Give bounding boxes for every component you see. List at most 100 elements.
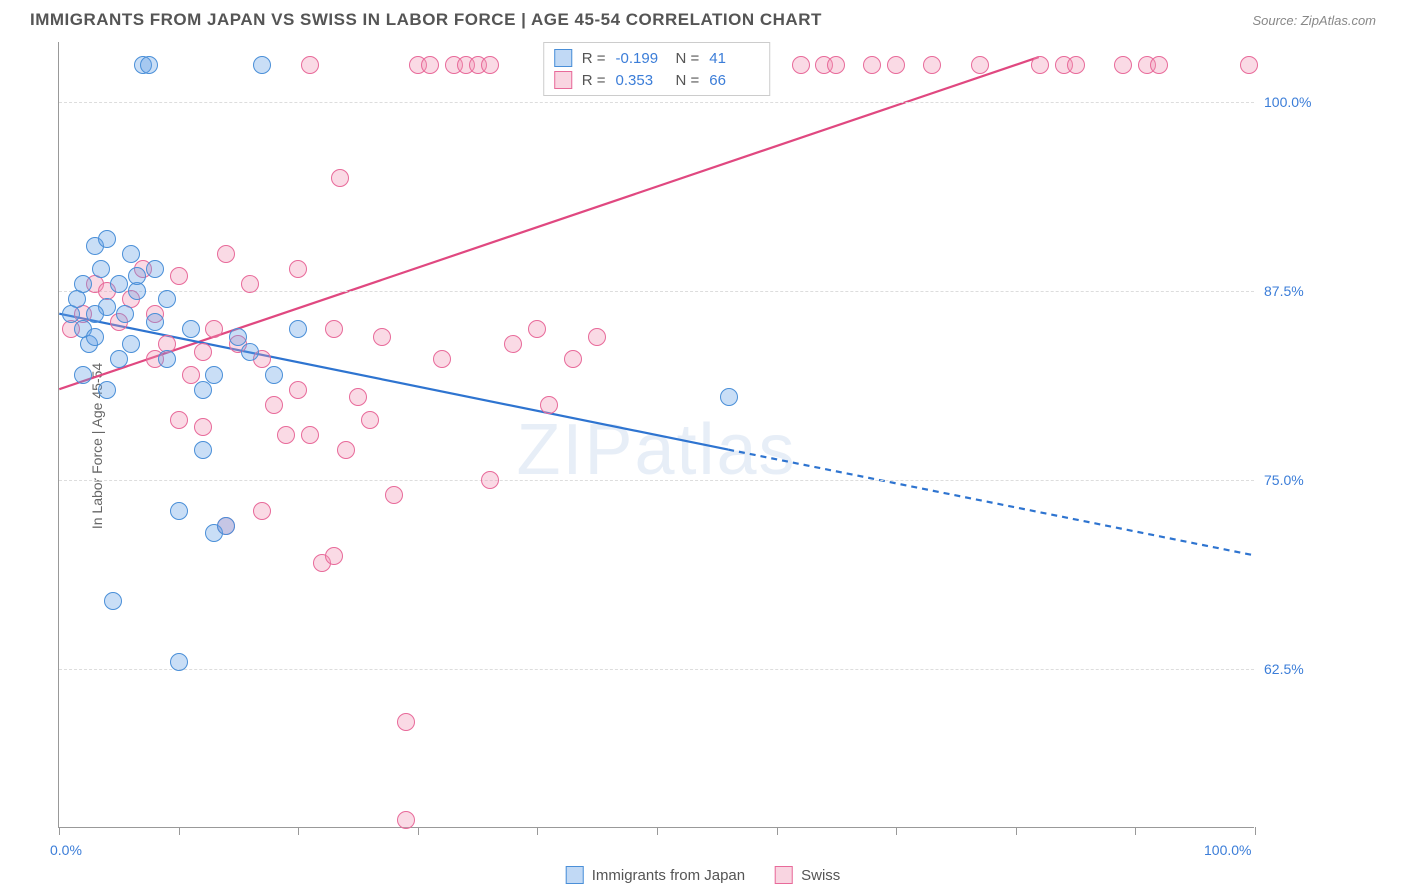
scatter-point: [104, 592, 122, 610]
x-tick: [1255, 827, 1256, 835]
y-tick-label: 87.5%: [1264, 283, 1334, 299]
scatter-point: [1240, 56, 1258, 74]
x-tick: [418, 827, 419, 835]
scatter-point: [86, 305, 104, 323]
n-label: N =: [676, 50, 700, 67]
legend-label-pink: Swiss: [801, 867, 840, 884]
scatter-point: [122, 335, 140, 353]
scatter-point: [720, 388, 738, 406]
stats-row-blue: R = -0.199 N = 41: [554, 47, 760, 69]
scatter-point: [265, 366, 283, 384]
scatter-point: [421, 56, 439, 74]
scatter-point: [205, 366, 223, 384]
legend-item-pink: Swiss: [775, 866, 840, 884]
scatter-point: [397, 713, 415, 731]
scatter-point: [194, 343, 212, 361]
x-tick-label: 0.0%: [50, 842, 82, 858]
scatter-point: [170, 411, 188, 429]
scatter-point: [827, 56, 845, 74]
swatch-pink-icon: [775, 866, 793, 884]
scatter-point: [241, 275, 259, 293]
scatter-point: [217, 245, 235, 263]
swatch-blue-icon: [554, 49, 572, 67]
scatter-point: [253, 56, 271, 74]
scatter-point: [481, 56, 499, 74]
swatch-pink-icon: [554, 71, 572, 89]
scatter-point: [1067, 56, 1085, 74]
scatter-point: [158, 350, 176, 368]
x-tick: [1135, 827, 1136, 835]
scatter-point: [110, 350, 128, 368]
legend-item-blue: Immigrants from Japan: [566, 866, 745, 884]
n-label: N =: [676, 72, 700, 89]
scatter-point: [92, 260, 110, 278]
r-value-blue: -0.199: [616, 50, 666, 67]
scatter-point: [971, 56, 989, 74]
scatter-point: [265, 396, 283, 414]
scatter-point: [540, 396, 558, 414]
scatter-point: [74, 366, 92, 384]
r-label: R =: [582, 72, 606, 89]
scatter-point: [373, 328, 391, 346]
scatter-point: [325, 320, 343, 338]
scatter-point: [86, 328, 104, 346]
scatter-point: [433, 350, 451, 368]
x-tick: [657, 827, 658, 835]
scatter-point: [289, 320, 307, 338]
scatter-point: [1114, 56, 1132, 74]
scatter-point: [182, 366, 200, 384]
grid-line: [59, 480, 1254, 481]
scatter-point: [331, 169, 349, 187]
scatter-point: [170, 653, 188, 671]
scatter-point: [158, 290, 176, 308]
scatter-point: [205, 320, 223, 338]
scatter-point: [229, 328, 247, 346]
scatter-point: [110, 275, 128, 293]
scatter-point: [217, 517, 235, 535]
stats-row-pink: R = 0.353 N = 66: [554, 69, 760, 91]
scatter-point: [1031, 56, 1049, 74]
scatter-point: [337, 441, 355, 459]
scatter-point: [289, 381, 307, 399]
scatter-point: [241, 343, 259, 361]
scatter-point: [194, 418, 212, 436]
chart-container: IMMIGRANTS FROM JAPAN VS SWISS IN LABOR …: [0, 0, 1406, 892]
scatter-point: [325, 547, 343, 565]
r-label: R =: [582, 50, 606, 67]
r-value-pink: 0.353: [616, 72, 666, 89]
n-value-blue: 41: [709, 50, 759, 67]
x-tick: [1016, 827, 1017, 835]
scatter-point: [122, 245, 140, 263]
scatter-point: [194, 441, 212, 459]
scatter-point: [1150, 56, 1168, 74]
scatter-point: [887, 56, 905, 74]
scatter-point: [116, 305, 134, 323]
y-tick-label: 62.5%: [1264, 661, 1334, 677]
source-label: Source: ZipAtlas.com: [1252, 13, 1376, 28]
grid-line: [59, 291, 1254, 292]
scatter-point: [98, 230, 116, 248]
legend-label-blue: Immigrants from Japan: [592, 867, 745, 884]
scatter-point: [301, 56, 319, 74]
trend-lines-svg: [59, 42, 1254, 827]
x-tick: [179, 827, 180, 835]
y-tick-label: 100.0%: [1264, 94, 1334, 110]
grid-line: [59, 669, 1254, 670]
x-tick: [537, 827, 538, 835]
scatter-point: [385, 486, 403, 504]
scatter-point: [301, 426, 319, 444]
scatter-point: [564, 350, 582, 368]
scatter-point: [923, 56, 941, 74]
scatter-point: [481, 471, 499, 489]
scatter-point: [194, 381, 212, 399]
x-tick: [777, 827, 778, 835]
scatter-point: [504, 335, 522, 353]
scatter-point: [349, 388, 367, 406]
scatter-point: [98, 381, 116, 399]
scatter-point: [361, 411, 379, 429]
chart-plot-area: ZIPatlas R = -0.199 N = 41 R = 0.353 N =…: [58, 42, 1254, 828]
scatter-point: [146, 313, 164, 331]
chart-title: IMMIGRANTS FROM JAPAN VS SWISS IN LABOR …: [30, 10, 822, 30]
x-tick-label: 100.0%: [1204, 842, 1251, 858]
scatter-point: [588, 328, 606, 346]
